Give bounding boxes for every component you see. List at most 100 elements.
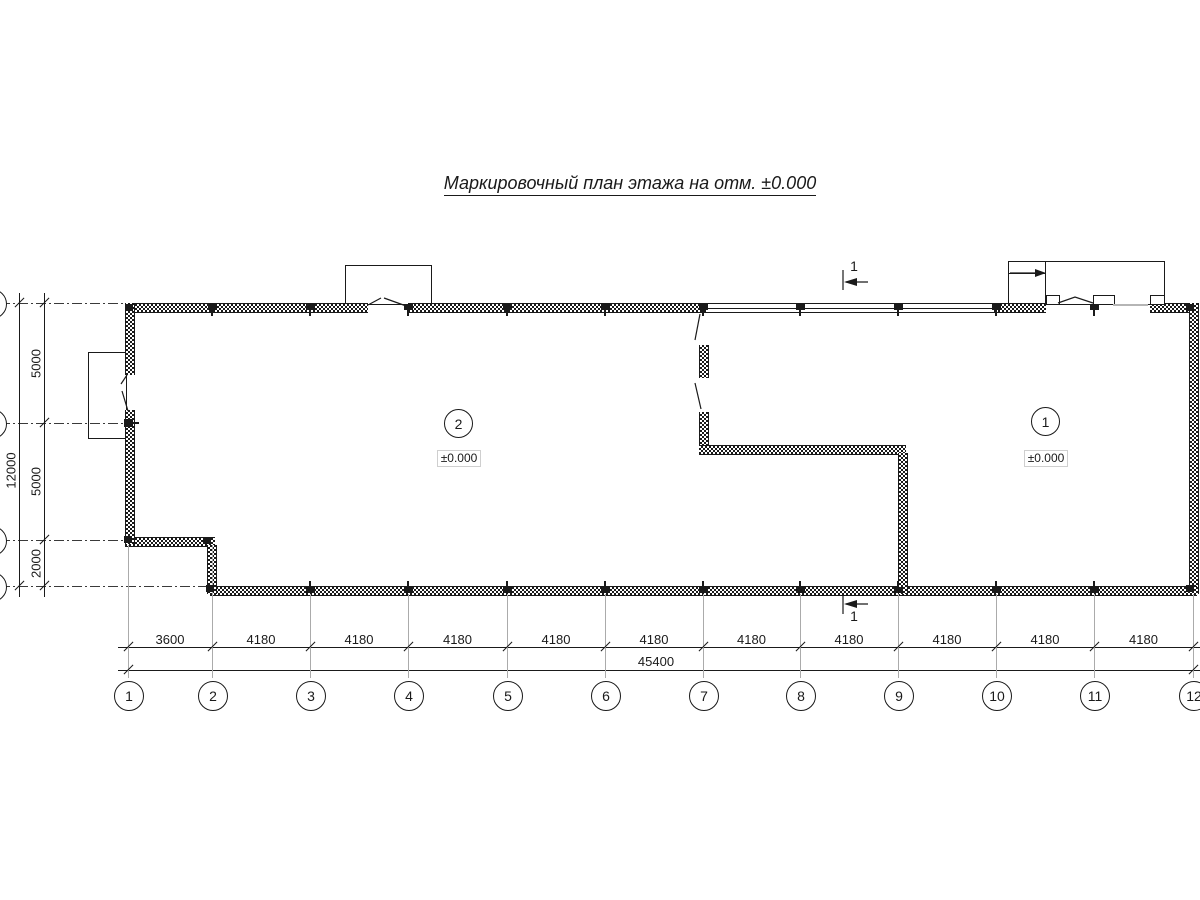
column-mark [601, 587, 610, 593]
column-axis-number: 5 [504, 688, 512, 704]
column-mark [796, 304, 805, 310]
room-elevation-tag: ±0.000 [437, 450, 481, 467]
column-axis-bubble: 7 [689, 681, 719, 711]
column-axis-bubble: 5 [493, 681, 523, 711]
column-axis-number: 6 [602, 688, 610, 704]
column-mark [702, 581, 704, 587]
column-mark [702, 310, 704, 316]
corner-column-mark [1186, 304, 1194, 311]
row-axis-line [0, 303, 126, 304]
column-mark [799, 581, 801, 587]
room-number-bubble: 1 [1031, 407, 1060, 436]
dimension-label: 4180 [246, 632, 276, 647]
column-axis-bubble: 12 [1179, 681, 1200, 711]
dimension-label: 4180 [639, 632, 669, 647]
dimension-label: 4180 [932, 632, 962, 647]
wall-segment [994, 303, 1046, 313]
column-mark [799, 310, 801, 316]
window-band [706, 303, 994, 313]
dimension-label: 4180 [1129, 632, 1158, 647]
column-mark [894, 304, 903, 310]
dimension-label: 5000 [28, 349, 44, 378]
dimension-total-label: 12000 [3, 452, 19, 489]
column-axis-number: 3 [307, 688, 315, 704]
dimension-line [118, 670, 1200, 671]
grid-extension-line [310, 594, 311, 678]
dimension-line [44, 293, 45, 597]
column-mark [604, 310, 606, 316]
arrowhead-icon [844, 600, 857, 608]
column-mark [1090, 587, 1099, 593]
section-mark-label: 1 [850, 258, 858, 274]
column-mark [503, 587, 512, 593]
grid-extension-line [212, 545, 213, 678]
column-mark [796, 587, 805, 593]
column-axis-number: 10 [989, 688, 1005, 704]
column-mark [309, 310, 311, 316]
dimension-label: 4180 [541, 632, 571, 647]
dimension-label: 3600 [155, 632, 185, 647]
grid-extension-line [605, 594, 606, 678]
partition-wall [898, 453, 908, 594]
column-mark [133, 422, 139, 424]
column-axis-bubble: 2 [198, 681, 228, 711]
column-axis-number: 2 [209, 688, 217, 704]
corner-column-mark [125, 304, 133, 311]
column-axis-number: 7 [700, 688, 708, 704]
dimension-label: 4180 [834, 632, 864, 647]
column-axis-number: 1 [125, 688, 133, 704]
dimension-line [118, 647, 1200, 648]
column-axis-bubble: 6 [591, 681, 621, 711]
column-mark [992, 587, 1001, 593]
column-mark [404, 587, 413, 593]
entrance-porch [88, 352, 127, 439]
gate-jamb [1046, 295, 1060, 305]
grid-extension-line [408, 594, 409, 678]
grid-extension-line [996, 594, 997, 678]
dimension-label: 4180 [344, 632, 374, 647]
entrance-canopy [345, 265, 432, 305]
dimension-total-label: 45400 [637, 654, 675, 669]
column-mark [897, 310, 899, 316]
gate-jamb [1093, 295, 1115, 305]
column-mark [1093, 310, 1095, 316]
column-mark [503, 304, 512, 310]
column-mark [309, 581, 311, 587]
column-mark [699, 304, 708, 310]
column-mark [992, 304, 1001, 310]
grid-extension-line [800, 594, 801, 678]
room-number: 2 [454, 415, 463, 432]
grid-extension-line [507, 594, 508, 678]
column-mark [407, 581, 409, 587]
partition-wall [699, 445, 906, 455]
dimension-line [19, 293, 20, 597]
row-axis-bubble [0, 572, 7, 602]
column-axis-bubble: 10 [982, 681, 1012, 711]
entrance-stair-porch [1008, 261, 1165, 305]
stair-step-line [1008, 273, 1046, 274]
column-axis-bubble: 8 [786, 681, 816, 711]
corner-column-mark [203, 537, 211, 544]
column-mark [211, 310, 213, 316]
column-mark [306, 304, 315, 310]
column-mark [601, 304, 610, 310]
grid-extension-line [128, 545, 129, 678]
porch-divider [1045, 261, 1046, 303]
wall-segment [125, 303, 368, 313]
corner-column-mark [1186, 585, 1194, 592]
column-axis-number: 9 [895, 688, 903, 704]
column-axis-number: 4 [405, 688, 413, 704]
partition-wall [699, 345, 709, 378]
column-axis-number: 11 [1087, 688, 1103, 704]
room-number-bubble: 2 [444, 409, 473, 438]
row-axis-bubble [0, 526, 7, 556]
column-mark [404, 304, 413, 310]
corner-column-mark [124, 536, 132, 543]
column-mark [208, 304, 217, 310]
column-mark [506, 310, 508, 316]
column-axis-bubble: 11 [1080, 681, 1110, 711]
door-leaf [694, 313, 701, 341]
room-number: 1 [1041, 413, 1050, 430]
column-mark [1090, 304, 1099, 310]
